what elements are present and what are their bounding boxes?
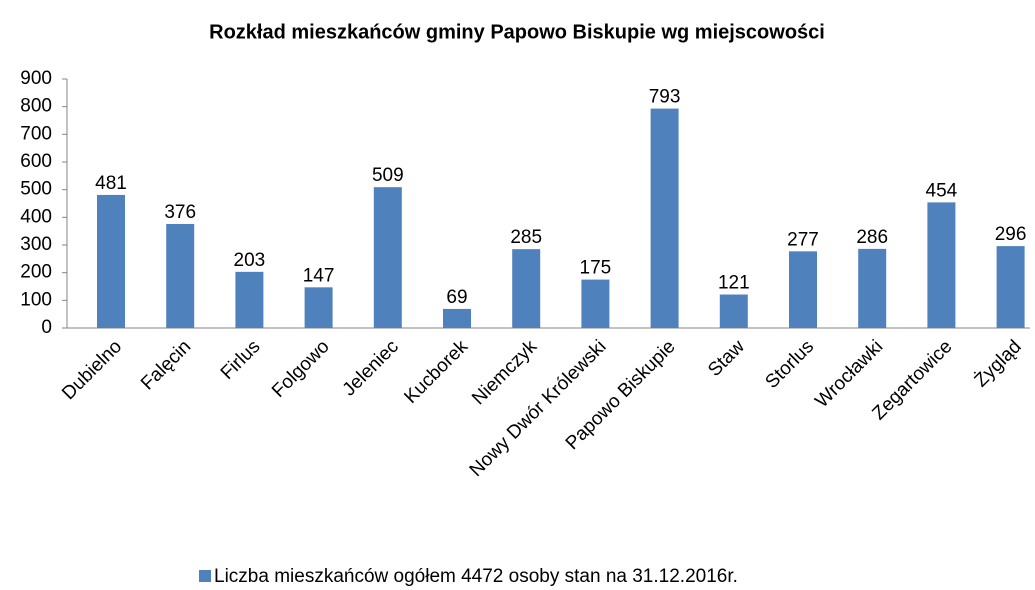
x-tick-label: Storlus <box>761 336 818 393</box>
x-tick-label: Kucborek <box>400 336 472 408</box>
bar <box>443 308 471 328</box>
data-label: 285 <box>510 227 542 248</box>
x-tick-label: Jeleniec <box>339 336 403 400</box>
bar <box>235 271 264 328</box>
y-tick-label: 200 <box>20 262 52 283</box>
x-tick-label: Staw <box>704 336 749 381</box>
bar <box>996 246 1025 328</box>
x-tick-label: Dubielno <box>58 336 126 404</box>
data-label: 147 <box>303 265 335 286</box>
y-tick-label: 400 <box>20 206 52 227</box>
bar <box>97 194 125 328</box>
bar <box>304 287 333 328</box>
x-tick-label: Firlus <box>217 336 265 384</box>
x-tick-label: Folgowo <box>268 336 334 402</box>
data-label: 296 <box>995 224 1027 245</box>
data-label: 286 <box>856 227 888 248</box>
legend-swatch <box>199 570 211 582</box>
data-label: 121 <box>718 273 750 294</box>
bar <box>927 202 956 328</box>
data-label: 277 <box>787 229 819 250</box>
y-tick-label: 900 <box>20 68 52 89</box>
x-tick-label: Niemczyk <box>468 336 541 409</box>
y-tick-label: 800 <box>20 96 52 117</box>
data-label: 376 <box>164 202 196 223</box>
bar <box>373 187 402 328</box>
y-tick-label: 300 <box>20 234 52 255</box>
y-tick-label: 600 <box>20 151 52 172</box>
x-tick-label: Falęcin <box>137 336 195 394</box>
bar <box>581 279 610 328</box>
data-label: 175 <box>580 258 612 279</box>
y-tick-label: 700 <box>20 123 52 144</box>
data-label: 481 <box>95 173 127 194</box>
data-label: 69 <box>446 287 467 308</box>
data-label: 454 <box>926 180 958 201</box>
y-tick-label: 100 <box>20 289 52 310</box>
data-label: 203 <box>234 250 266 271</box>
legend-label: Liczba mieszkańców ogółem 4472 osoby sta… <box>214 566 738 587</box>
data-label: 793 <box>649 87 681 108</box>
y-tick-label: 0 <box>41 317 52 338</box>
bar <box>858 248 887 328</box>
y-tick-label: 500 <box>20 179 52 200</box>
x-tick-label: Żygląd <box>971 336 1026 391</box>
bar <box>512 249 541 328</box>
bar <box>650 108 679 328</box>
bar <box>719 294 748 328</box>
data-label: 509 <box>372 165 404 186</box>
x-tick-label: Nowy Dwór Królewski <box>466 336 611 481</box>
bar <box>789 251 817 328</box>
bar <box>166 223 195 328</box>
chart-title: Rozkład mieszkańców gminy Papowo Biskupi… <box>209 21 825 43</box>
